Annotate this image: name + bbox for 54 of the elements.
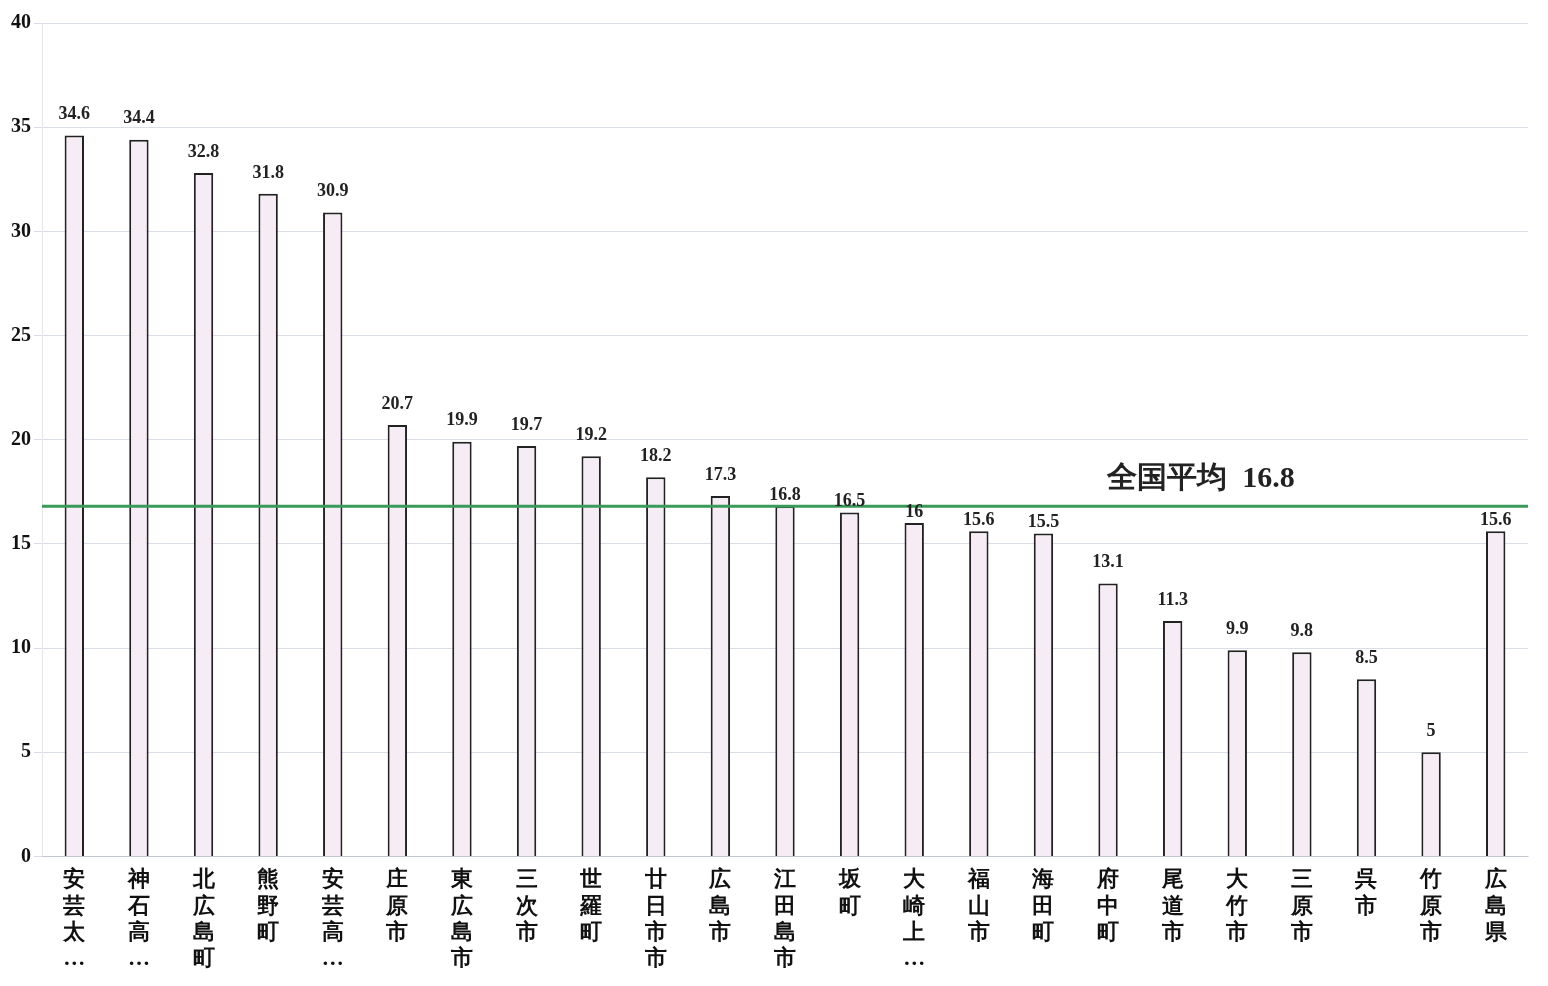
data-label: 13.1 <box>1092 551 1124 572</box>
x-tick-label: 江田島市 <box>773 866 796 971</box>
x-tick-label: 安芸太… <box>62 866 87 971</box>
data-label: 19.9 <box>446 409 478 430</box>
data-label: 5 <box>1426 719 1436 740</box>
data-label: 17.3 <box>704 463 737 484</box>
x-tick-label: 熊野町 <box>257 866 280 945</box>
y-tick-label: 25 <box>11 322 31 345</box>
data-label: 34.6 <box>58 103 91 124</box>
data-label: 34.4 <box>123 107 155 128</box>
data-label: 9.9 <box>1226 617 1249 638</box>
x-tick-label: 神石高… <box>126 866 150 971</box>
x-tick-label: 東広島市 <box>449 866 473 971</box>
x-tick-label: 廿日市市 <box>643 866 667 971</box>
x-tick-label: 広島県 <box>1483 866 1508 945</box>
y-tick-label: 0 <box>21 843 31 866</box>
data-label: 15.6 <box>1479 509 1512 530</box>
x-tick-label: 呉市 <box>1354 866 1378 918</box>
data-label: 18.2 <box>640 444 672 465</box>
y-tick-label: 35 <box>11 114 31 137</box>
x-tick-label: 府中町 <box>1096 866 1120 945</box>
data-label: 30.9 <box>316 180 349 201</box>
y-tick-label: 15 <box>11 531 31 554</box>
ref-line-label: 全国平均 16.8 <box>1106 460 1295 494</box>
x-tick-label: 広島市 <box>708 866 732 945</box>
x-tick-label: 庄原市 <box>385 866 409 945</box>
x-tick-label: 三次市 <box>514 866 539 945</box>
x-tick-label: 大竹市 <box>1225 866 1250 945</box>
y-tick-label: 20 <box>11 426 31 449</box>
x-tick-label: 尾道市 <box>1160 866 1184 945</box>
data-label: 16.8 <box>769 484 801 505</box>
x-tick-label: 安芸高… <box>320 866 344 971</box>
data-label: 9.8 <box>1290 619 1314 640</box>
x-tick-label: 竹原市 <box>1419 866 1443 945</box>
data-label: 15.6 <box>963 509 995 530</box>
data-label: 32.8 <box>187 140 220 161</box>
y-tick-label: 30 <box>11 218 31 241</box>
data-label: 31.8 <box>252 161 284 182</box>
y-tick-label: 40 <box>11 10 31 33</box>
data-label: 19.2 <box>575 424 607 445</box>
x-tick-label: 三原市 <box>1289 866 1313 945</box>
y-tick-label: 10 <box>11 635 31 658</box>
x-tick-label: 大崎上… <box>902 866 927 971</box>
x-tick-label: 北広島町 <box>191 866 216 971</box>
data-label: 19.7 <box>510 413 543 434</box>
data-label: 8.5 <box>1355 646 1378 667</box>
x-tick-label: 世羅町 <box>579 866 603 945</box>
data-label: 15.5 <box>1027 511 1060 532</box>
data-label: 11.3 <box>1157 588 1188 609</box>
x-tick-label: 坂町 <box>837 866 862 918</box>
x-tick-label: 海田町 <box>1031 866 1055 945</box>
x-tick-label: 福山市 <box>966 866 990 945</box>
data-label: 20.7 <box>381 392 414 413</box>
y-tick-label: 5 <box>21 739 31 762</box>
